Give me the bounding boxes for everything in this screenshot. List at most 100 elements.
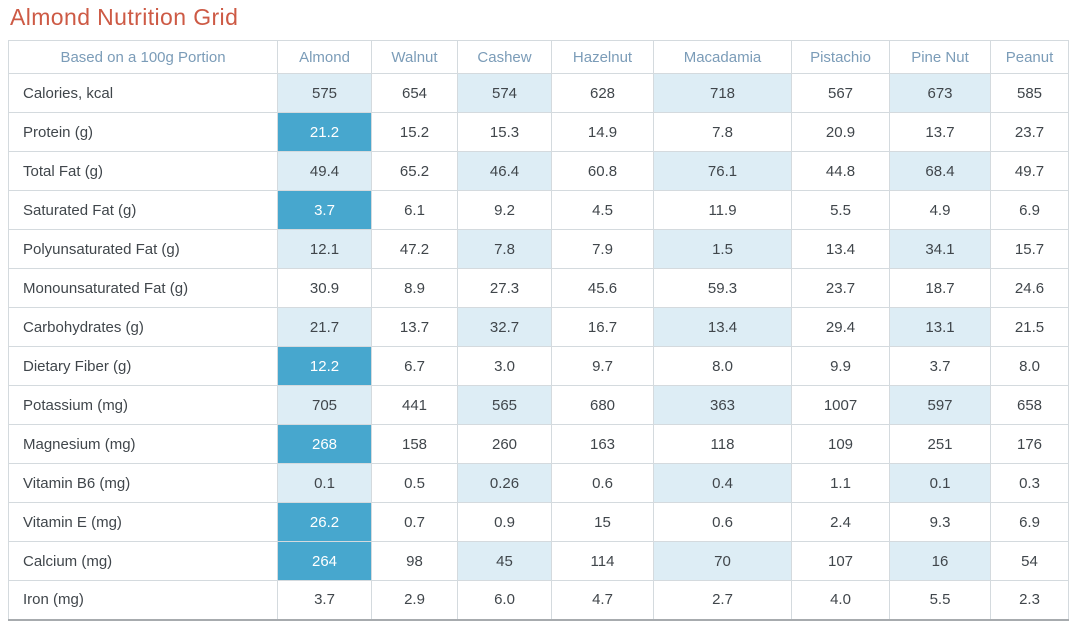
value-cell: 65.2 — [371, 151, 458, 191]
value-cell: 23.7 — [990, 112, 1069, 152]
value-cell: 0.5 — [371, 463, 458, 503]
value-cell: 27.3 — [457, 268, 552, 308]
page-title: Almond Nutrition Grid — [10, 4, 239, 30]
value-cell: 46.4 — [457, 151, 552, 191]
value-cell: 705 — [277, 385, 372, 425]
row-label: Vitamin B6 (mg) — [8, 463, 278, 503]
value-cell: 76.1 — [653, 151, 792, 191]
value-cell: 15.3 — [457, 112, 552, 152]
value-cell: 54 — [990, 541, 1069, 581]
value-cell: 60.8 — [551, 151, 654, 191]
value-cell: 12.1 — [277, 229, 372, 269]
value-cell: 3.7 — [277, 580, 372, 620]
value-cell: 6.9 — [990, 190, 1069, 230]
value-cell: 567 — [791, 73, 890, 113]
value-cell: 3.7 — [277, 190, 372, 230]
value-cell: 4.0 — [791, 580, 890, 620]
value-cell: 44.8 — [791, 151, 890, 191]
value-cell: 21.7 — [277, 307, 372, 347]
value-cell: 7.9 — [551, 229, 654, 269]
value-cell: 2.3 — [990, 580, 1069, 620]
value-cell: 98 — [371, 541, 458, 581]
value-cell: 0.3 — [990, 463, 1069, 503]
value-cell: 45.6 — [551, 268, 654, 308]
value-cell: 13.7 — [889, 112, 991, 152]
row-label: Iron (mg) — [8, 580, 278, 620]
value-cell: 118 — [653, 424, 792, 464]
table-row: Calcium (mg) 264 98 45 114 70 107 16 54 — [8, 541, 1069, 581]
value-cell: 0.7 — [371, 502, 458, 542]
value-cell: 4.5 — [551, 190, 654, 230]
value-cell: 6.7 — [371, 346, 458, 386]
value-cell: 2.4 — [791, 502, 890, 542]
table-row: Total Fat (g) 49.4 65.2 46.4 60.8 76.1 44.8 68.… — [8, 151, 1069, 191]
table-row: Saturated Fat (g) 3.7 6.1 9.2 4.5 11.9 5.5 4.9 6… — [8, 190, 1069, 230]
value-cell: 13.4 — [791, 229, 890, 269]
row-label: Potassium (mg) — [8, 385, 278, 425]
value-cell: 49.4 — [277, 151, 372, 191]
table-header: Based on a 100g Portion Almond Walnut Cashe… — [8, 40, 1069, 74]
value-cell: 59.3 — [653, 268, 792, 308]
value-cell: 1007 — [791, 385, 890, 425]
column-header-cell: Walnut — [371, 40, 458, 74]
row-label: Total Fat (g) — [8, 151, 278, 191]
table-row: Magnesium (mg) 268 158 260 163 118 109 251 176 — [8, 424, 1069, 464]
value-cell: 6.1 — [371, 190, 458, 230]
value-cell: 264 — [277, 541, 372, 581]
value-cell: 109 — [791, 424, 890, 464]
row-label: Monounsaturated Fat (g) — [8, 268, 278, 308]
row-label: Calories, kcal — [8, 73, 278, 113]
value-cell: 9.2 — [457, 190, 552, 230]
value-cell: 47.2 — [371, 229, 458, 269]
value-cell: 9.3 — [889, 502, 991, 542]
table-row: Potassium (mg) 705 441 565 680 363 1007 597 658 — [8, 385, 1069, 425]
value-cell: 21.5 — [990, 307, 1069, 347]
value-cell: 3.0 — [457, 346, 552, 386]
value-cell: 251 — [889, 424, 991, 464]
row-label: Carbohydrates (g) — [8, 307, 278, 347]
value-cell: 13.7 — [371, 307, 458, 347]
table-row: Carbohydrates (g) 21.7 13.7 32.7 16.7 13.4 29.… — [8, 307, 1069, 347]
table-row: Dietary Fiber (g) 12.2 6.7 3.0 9.7 8.0 9.9 3.7 8… — [8, 346, 1069, 386]
value-cell: 29.4 — [791, 307, 890, 347]
column-header-cell: Pistachio — [791, 40, 890, 74]
value-cell: 680 — [551, 385, 654, 425]
value-cell: 114 — [551, 541, 654, 581]
value-cell: 363 — [653, 385, 792, 425]
value-cell: 654 — [371, 73, 458, 113]
value-cell: 21.2 — [277, 112, 372, 152]
table-row: Vitamin B6 (mg) 0.1 0.5 0.26 0.6 0.4 1.1 0.1 0.3 — [8, 463, 1069, 503]
column-header-cell: Peanut — [990, 40, 1069, 74]
value-cell: 658 — [990, 385, 1069, 425]
value-cell: 30.9 — [277, 268, 372, 308]
value-cell: 9.9 — [791, 346, 890, 386]
nutrition-table: Based on a 100g Portion Almond Walnut Cashe… — [8, 40, 1069, 621]
value-cell: 15.7 — [990, 229, 1069, 269]
value-cell: 260 — [457, 424, 552, 464]
row-label: Polyunsaturated Fat (g) — [8, 229, 278, 269]
value-cell: 2.9 — [371, 580, 458, 620]
value-cell: 268 — [277, 424, 372, 464]
value-cell: 0.1 — [277, 463, 372, 503]
row-label: Magnesium (mg) — [8, 424, 278, 464]
value-cell: 16.7 — [551, 307, 654, 347]
value-cell: 8.9 — [371, 268, 458, 308]
value-cell: 441 — [371, 385, 458, 425]
value-cell: 0.6 — [551, 463, 654, 503]
value-cell: 597 — [889, 385, 991, 425]
value-cell: 0.9 — [457, 502, 552, 542]
row-label: Dietary Fiber (g) — [8, 346, 278, 386]
corner-header-cell: Based on a 100g Portion — [8, 40, 278, 74]
value-cell: 6.9 — [990, 502, 1069, 542]
column-header-cell: Cashew — [457, 40, 552, 74]
value-cell: 5.5 — [791, 190, 890, 230]
value-cell: 1.5 — [653, 229, 792, 269]
row-label: Protein (g) — [8, 112, 278, 152]
value-cell: 18.7 — [889, 268, 991, 308]
value-cell: 8.0 — [990, 346, 1069, 386]
value-cell: 6.0 — [457, 580, 552, 620]
value-cell: 673 — [889, 73, 991, 113]
value-cell: 176 — [990, 424, 1069, 464]
value-cell: 718 — [653, 73, 792, 113]
